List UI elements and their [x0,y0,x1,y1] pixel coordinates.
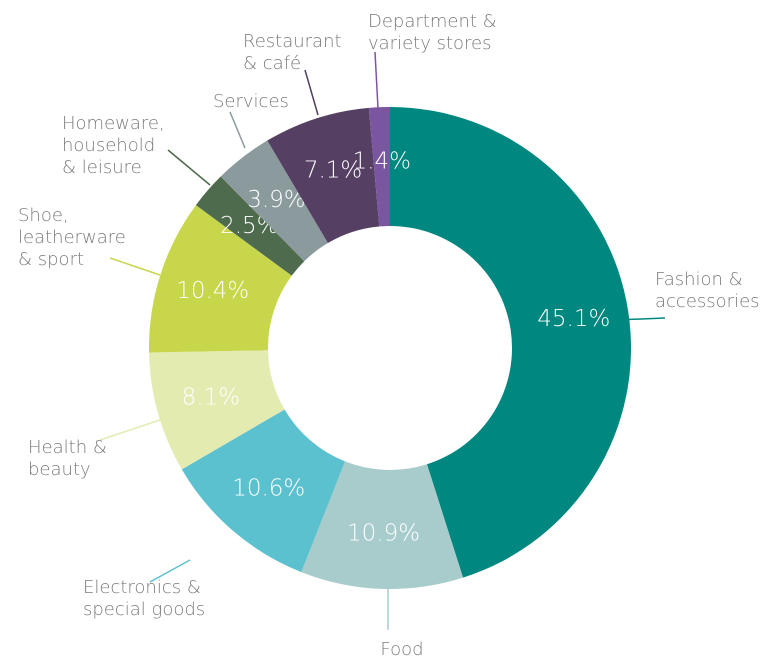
value-label: 8.1% [182,385,240,411]
category-label-line: beauty [28,459,91,480]
donut-slice [220,140,328,262]
category-label: Department & variety stores [368,11,497,54]
category-label: Services [213,91,289,112]
donut-slice [195,176,305,276]
category-label: Health & beauty [28,437,107,480]
value-label: 7.1% [304,157,362,183]
category-label-line: Shoe, [18,205,69,226]
donut-slice [149,350,285,470]
value-label: 10.4% [176,278,249,304]
value-label: 10.6% [232,476,305,502]
category-label-line: Restaurant [243,31,342,52]
donut-slice [390,107,631,578]
category-label-line: & leisure [62,157,142,178]
donut-slice [301,461,464,589]
category-label: Food [380,639,423,659]
value-label: 3.9% [247,187,305,213]
value-label: 45.1% [537,306,610,332]
leader-line [109,257,161,276]
category-label: Restaurant & café [243,31,342,74]
category-label-line: Department & [368,11,497,32]
value-label: 10.9% [347,520,420,546]
leader-line [167,149,211,186]
category-label-line: special goods [83,599,205,620]
leader-line [99,419,161,441]
category-label-line: Health & [28,437,107,458]
category-label-line: Fashion & [655,269,743,290]
category-label-line: accessories [655,291,760,312]
donut-slice [181,409,346,573]
leader-line [614,317,666,321]
category-label-line: & café [243,53,301,74]
category-label: Shoe, leatherware & sport [18,205,126,270]
category-label: Homeware, household & leisure [62,113,165,178]
donut-slice [368,107,390,227]
category-label: Fashion & accessories [655,269,760,312]
donut-slice [267,107,380,243]
category-label-line: household [62,135,155,156]
category-label-line: Food [380,639,423,659]
leader-line [149,559,191,583]
leader-line [374,51,379,109]
category-label-line: Homeware, [62,113,165,134]
donut-slice [149,205,292,353]
category-label-line: variety stores [368,33,492,54]
leader-line [229,111,246,149]
category-label: Electronics & special goods [83,577,205,620]
category-label-line: & sport [18,249,84,270]
category-label-line: Services [213,91,289,112]
leader-line [304,69,319,116]
category-label-line: leatherware [18,227,126,248]
category-label-line: Electronics & [83,577,201,598]
value-label: 1.4% [353,149,411,175]
